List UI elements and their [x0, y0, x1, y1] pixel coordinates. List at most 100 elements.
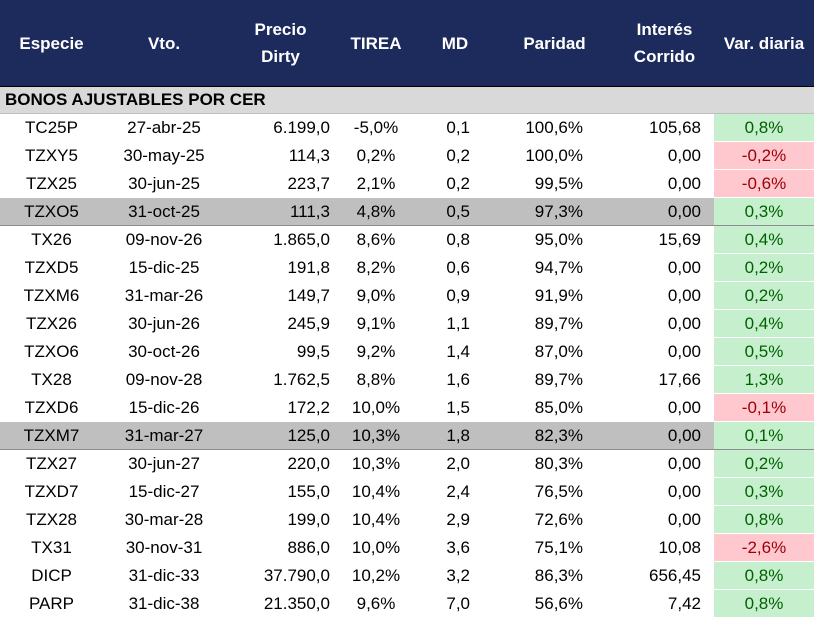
header-tirea: TIREA	[336, 0, 416, 87]
cell-interes: 656,45	[615, 561, 714, 590]
table-row: TZX27 30-jun-27 220,0 10,3% 2,0 80,3% 0,00 0,2%	[0, 449, 814, 478]
cell-md: 3,2	[416, 561, 494, 590]
cell-var-diaria: 0,8%	[714, 505, 814, 534]
cell-interes: 0,00	[615, 197, 714, 226]
cell-vto: 31-oct-25	[103, 197, 225, 226]
cell-interes: 0,00	[615, 253, 714, 282]
cell-especie: TZXM7	[0, 421, 103, 450]
cell-vto: 09-nov-26	[103, 225, 225, 254]
cell-especie: TZXO6	[0, 337, 103, 366]
cell-md: 7,0	[416, 589, 494, 618]
cell-especie: TZX27	[0, 449, 103, 478]
cell-var-diaria: 0,8%	[714, 113, 814, 142]
cell-paridad: 91,9%	[494, 281, 615, 310]
cell-precio: 886,0	[225, 533, 336, 562]
cell-paridad: 95,0%	[494, 225, 615, 254]
cell-vto: 15-dic-27	[103, 477, 225, 506]
cell-var-diaria: 1,3%	[714, 365, 814, 394]
cell-var-diaria: 0,4%	[714, 309, 814, 338]
cell-var-diaria: 0,2%	[714, 253, 814, 282]
cell-vto: 15-dic-26	[103, 393, 225, 422]
cell-var-diaria: -0,1%	[714, 393, 814, 422]
cell-precio: 6.199,0	[225, 113, 336, 142]
cell-paridad: 100,6%	[494, 113, 615, 142]
cell-interes: 0,00	[615, 449, 714, 478]
header-var: Var. diaria	[714, 0, 814, 87]
cell-var-diaria: -0,6%	[714, 169, 814, 198]
header-interes-line1: Interés	[636, 20, 693, 39]
table-row: TZX26 30-jun-26 245,9 9,1% 1,1 89,7% 0,00 0,4%	[0, 309, 814, 338]
cell-precio: 172,2	[225, 393, 336, 422]
cell-paridad: 80,3%	[494, 449, 615, 478]
cell-tirea: 10,2%	[336, 561, 416, 590]
cell-tirea: 8,2%	[336, 253, 416, 282]
cell-paridad: 72,6%	[494, 505, 615, 534]
cell-especie: PARP	[0, 589, 103, 618]
cell-interes: 0,00	[615, 337, 714, 366]
cell-interes: 10,08	[615, 533, 714, 562]
cell-md: 1,8	[416, 421, 494, 450]
cell-interes: 0,00	[615, 505, 714, 534]
cell-md: 0,1	[416, 113, 494, 142]
cell-precio: 199,0	[225, 505, 336, 534]
cell-especie: TZX28	[0, 505, 103, 534]
cell-var-diaria: 0,2%	[714, 281, 814, 310]
cell-especie: TZX25	[0, 169, 103, 198]
cell-md: 2,4	[416, 477, 494, 506]
cell-interes: 15,69	[615, 225, 714, 254]
cell-md: 0,9	[416, 281, 494, 310]
cell-md: 0,8	[416, 225, 494, 254]
table-row: TZXO6 30-oct-26 99,5 9,2% 1,4 87,0% 0,00 0,5%	[0, 337, 814, 366]
header-precio: Precio Dirty	[225, 0, 336, 87]
header-precio-line2: Dirty	[261, 47, 300, 66]
cell-interes: 0,00	[615, 421, 714, 450]
cell-precio: 21.350,0	[225, 589, 336, 618]
cell-paridad: 100,0%	[494, 141, 615, 170]
header-vto: Vto.	[103, 0, 225, 87]
cell-precio: 1.865,0	[225, 225, 336, 254]
cell-vto: 31-dic-33	[103, 561, 225, 590]
cell-tirea: 10,0%	[336, 533, 416, 562]
cell-precio: 245,9	[225, 309, 336, 338]
cell-tirea: 8,6%	[336, 225, 416, 254]
table-row: TZXM6 31-mar-26 149,7 9,0% 0,9 91,9% 0,00 0,2%	[0, 281, 814, 310]
cell-md: 0,2	[416, 141, 494, 170]
cell-tirea: 0,2%	[336, 141, 416, 170]
cell-interes: 0,00	[615, 281, 714, 310]
cell-especie: DICP	[0, 561, 103, 590]
cell-precio: 220,0	[225, 449, 336, 478]
cell-tirea: 10,4%	[336, 505, 416, 534]
cell-tirea: 2,1%	[336, 169, 416, 198]
cell-md: 1,5	[416, 393, 494, 422]
cell-vto: 31-mar-27	[103, 421, 225, 450]
cell-vto: 30-jun-27	[103, 449, 225, 478]
cell-tirea: 9,1%	[336, 309, 416, 338]
cell-md: 0,5	[416, 197, 494, 226]
cell-interes: 0,00	[615, 169, 714, 198]
cell-paridad: 82,3%	[494, 421, 615, 450]
table-row: TX26 09-nov-26 1.865,0 8,6% 0,8 95,0% 15,69 0,4…	[0, 225, 814, 254]
cell-paridad: 87,0%	[494, 337, 615, 366]
cell-tirea: 10,4%	[336, 477, 416, 506]
cell-var-diaria: 0,3%	[714, 197, 814, 226]
cell-var-diaria: 0,2%	[714, 449, 814, 478]
cell-interes: 0,00	[615, 477, 714, 506]
cell-interes: 0,00	[615, 141, 714, 170]
table-row: PARP 31-dic-38 21.350,0 9,6% 7,0 56,6% 7,42 0,8…	[0, 589, 814, 618]
table-row: TZXD5 15-dic-25 191,8 8,2% 0,6 94,7% 0,00 0,2%	[0, 253, 814, 282]
cell-md: 0,6	[416, 253, 494, 282]
cell-precio: 37.790,0	[225, 561, 336, 590]
cell-tirea: 9,6%	[336, 589, 416, 618]
header-precio-line1: Precio	[254, 20, 307, 39]
cell-especie: TZXD5	[0, 253, 103, 282]
table-row: TX28 09-nov-28 1.762,5 8,8% 1,6 89,7% 17,66 1,3…	[0, 365, 814, 394]
table-row: TC25P 27-abr-25 6.199,0 -5,0% 0,1 100,6% 105,6…	[0, 113, 814, 142]
cell-especie: TZXO5	[0, 197, 103, 226]
cell-var-diaria: 0,4%	[714, 225, 814, 254]
cell-especie: TX31	[0, 533, 103, 562]
cell-var-diaria: 0,3%	[714, 477, 814, 506]
cell-vto: 31-dic-38	[103, 589, 225, 618]
table-row: TZX28 30-mar-28 199,0 10,4% 2,9 72,6% 0,00 0,8%	[0, 505, 814, 534]
cell-interes: 0,00	[615, 393, 714, 422]
